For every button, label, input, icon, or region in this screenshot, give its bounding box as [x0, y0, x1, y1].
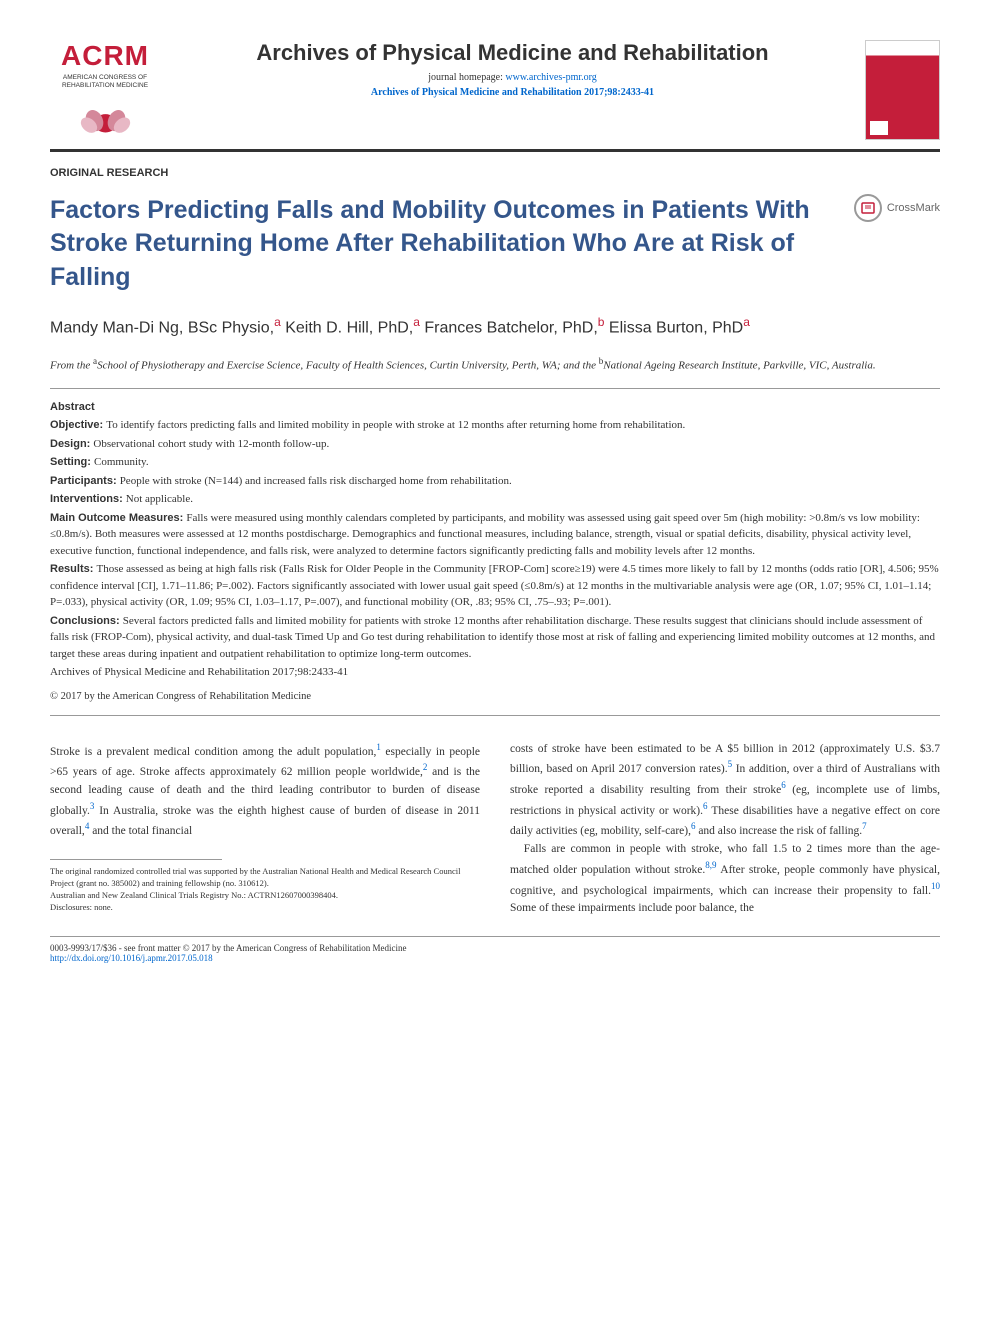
abstract: Abstract Objective: To identify factors … [50, 399, 940, 705]
abstract-text: Observational cohort study with 12-month… [93, 438, 329, 450]
article-type: ORIGINAL RESEARCH [50, 167, 940, 179]
abstract-label: Design: [50, 438, 93, 450]
homepage-link[interactable]: www.archives-pmr.org [505, 72, 596, 83]
abstract-text: To identify factors predicting falls and… [106, 419, 685, 431]
abstract-row: Interventions: Not applicable. [50, 491, 940, 508]
footnote-line: The original randomized controlled trial… [50, 866, 480, 890]
journal-name: Archives of Physical Medicine and Rehabi… [180, 40, 845, 66]
journal-cover-thumbnail [865, 40, 940, 140]
publisher-logo: ACRM AMERICAN CONGRESS OFREHABILITATION … [50, 40, 160, 141]
body-para: Stroke is a prevalent medical condition … [50, 741, 480, 841]
abstract-row: Setting: Community. [50, 454, 940, 471]
abstract-copyright: © 2017 by the American Congress of Rehab… [50, 689, 940, 705]
article-title: Factors Predicting Falls and Mobility Ou… [50, 194, 834, 295]
authors: Mandy Man-Di Ng, BSc Physio,a Keith D. H… [50, 313, 940, 341]
abstract-text: Those assessed as being at high falls ri… [50, 563, 939, 608]
footnotes: The original randomized controlled trial… [50, 866, 480, 914]
abstract-label: Setting: [50, 456, 94, 468]
footnote-rule [50, 859, 222, 860]
abstract-label: Participants: [50, 475, 120, 487]
doi-link[interactable]: http://dx.doi.org/10.1016/j.apmr.2017.05… [50, 953, 213, 963]
abstract-text: Community. [94, 456, 149, 468]
logo-text: ACRM [50, 40, 160, 72]
footer-text: 0003-9993/17/$36 - see front matter © 20… [50, 943, 940, 963]
footer-rule [50, 936, 940, 937]
journal-header: ACRM AMERICAN CONGRESS OFREHABILITATION … [50, 40, 940, 141]
body-text: Stroke is a prevalent medical condition … [50, 741, 940, 918]
abstract-row: Objective: To identify factors predictin… [50, 417, 940, 434]
lotus-icon [78, 96, 133, 136]
crossmark-badge[interactable]: CrossMark [854, 194, 940, 222]
abstract-row: Results: Those assessed as being at high… [50, 561, 940, 611]
abstract-label: Interventions: [50, 493, 126, 505]
abstract-row: Design: Observational cohort study with … [50, 436, 940, 453]
abstract-text: Not applicable. [126, 493, 193, 505]
abstract-label: Conclusions: [50, 615, 123, 627]
abstract-rule-top [50, 388, 940, 389]
crossmark-icon [854, 194, 882, 222]
abstract-archive-line: Archives of Physical Medicine and Rehabi… [50, 664, 940, 681]
abstract-heading: Abstract [50, 399, 940, 416]
journal-citation: Archives of Physical Medicine and Rehabi… [180, 87, 845, 98]
abstract-label: Main Outcome Measures: [50, 512, 186, 524]
body-column-right: costs of stroke have been estimated to b… [510, 741, 940, 918]
footnote-line: Disclosures: none. [50, 902, 480, 914]
abstract-label: Results: [50, 563, 96, 575]
footnote-line: Australian and New Zealand Clinical Tria… [50, 890, 480, 902]
abstract-label: Objective: [50, 419, 106, 431]
journal-info: Archives of Physical Medicine and Rehabi… [180, 40, 845, 98]
abstract-text: People with stroke (N=144) and increased… [120, 475, 512, 487]
abstract-row: Main Outcome Measures: Falls were measur… [50, 510, 940, 560]
footer-copyright: 0003-9993/17/$36 - see front matter © 20… [50, 943, 940, 953]
journal-homepage: journal homepage: www.archives-pmr.org [180, 72, 845, 83]
body-column-left: Stroke is a prevalent medical condition … [50, 741, 480, 918]
body-para: Falls are common in people with stroke, … [510, 841, 940, 918]
affiliations: From the aSchool of Physiotherapy and Ex… [50, 355, 940, 374]
abstract-rule-bottom [50, 715, 940, 716]
body-para: costs of stroke have been estimated to b… [510, 741, 940, 841]
logo-subtitle: AMERICAN CONGRESS OFREHABILITATION MEDIC… [50, 74, 160, 90]
header-rule [50, 149, 940, 152]
abstract-row: Participants: People with stroke (N=144)… [50, 473, 940, 490]
abstract-row: Conclusions: Several factors predicted f… [50, 613, 940, 663]
abstract-text: Several factors predicted falls and limi… [50, 615, 935, 660]
